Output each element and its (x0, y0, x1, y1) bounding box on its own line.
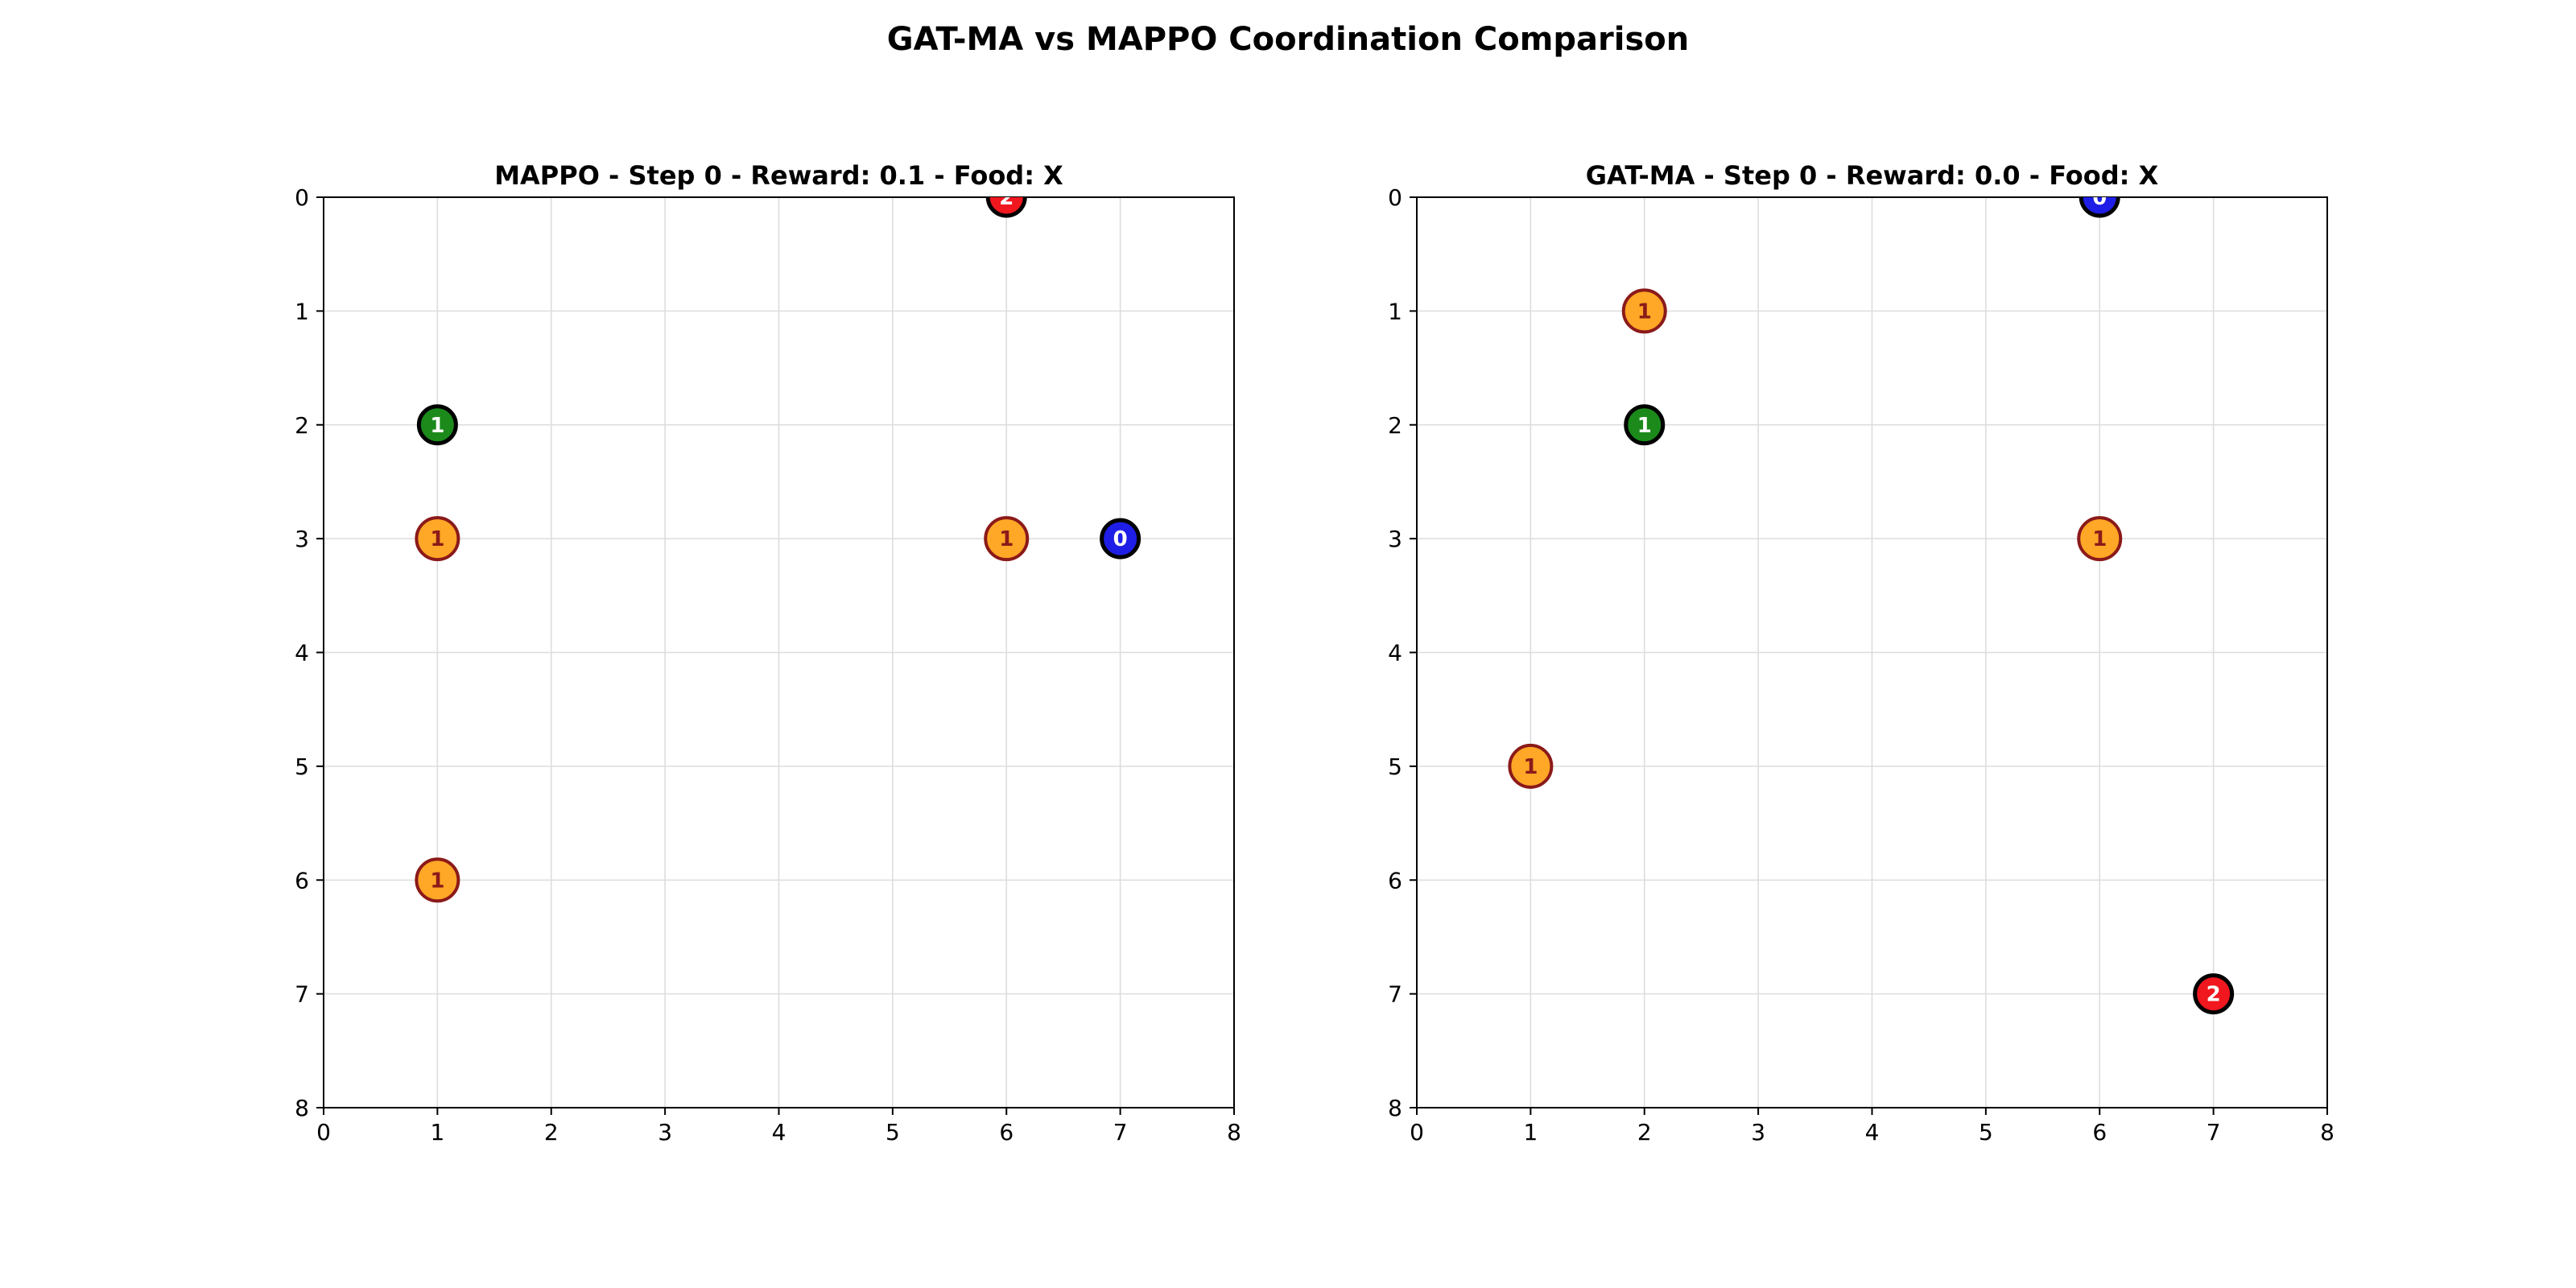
x-tick-label: 8 (1227, 1119, 1241, 1146)
agent-marker-label: 1 (1637, 414, 1652, 438)
agent-marker-label: 2 (999, 186, 1013, 210)
y-tick-label: 0 (1388, 184, 1402, 211)
food-marker (1508, 743, 1554, 789)
y-tick-label: 8 (1388, 1095, 1402, 1121)
x-tick-label: 0 (316, 1119, 331, 1146)
y-tick-label: 6 (1388, 867, 1402, 894)
agent-marker-2 (985, 197, 1027, 218)
agent-marker-label: 0 (1113, 527, 1128, 551)
x-tick-label: 5 (1979, 1119, 1993, 1146)
y-tick-label: 2 (295, 412, 309, 439)
y-tick-label: 0 (295, 184, 309, 211)
x-tick-label: 4 (772, 1119, 786, 1146)
y-tick-label: 3 (295, 526, 309, 552)
agent-marker-2 (2193, 973, 2235, 1015)
agent-marker-label: 0 (2092, 186, 2107, 210)
food-marker-label: 1 (1637, 299, 1652, 324)
x-tick-label: 2 (544, 1119, 559, 1146)
figure-suptitle: GAT-MA vs MAPPO Coordination Comparison (887, 21, 1689, 58)
y-tick-label: 2 (1388, 412, 1402, 439)
food-marker-label: 1 (2092, 527, 2107, 551)
x-tick-label: 7 (2207, 1119, 2221, 1146)
agent-marker-0 (1100, 518, 1141, 559)
x-tick-label: 3 (658, 1119, 672, 1146)
food-marker (415, 857, 460, 903)
x-tick-label: 0 (1410, 1119, 1424, 1146)
x-tick-label: 5 (886, 1119, 900, 1146)
x-tick-label: 7 (1113, 1119, 1128, 1146)
y-tick-label: 4 (1388, 640, 1402, 667)
food-marker-label: 1 (999, 527, 1013, 551)
x-tick-label: 6 (999, 1119, 1013, 1146)
y-tick-label: 6 (295, 867, 309, 894)
food-marker-label: 1 (430, 869, 444, 893)
y-tick-label: 7 (1388, 981, 1402, 1008)
y-tick-label: 3 (1388, 526, 1402, 552)
x-tick-label: 3 (1751, 1119, 1765, 1146)
x-tick-label: 4 (1865, 1119, 1880, 1146)
x-tick-label: 1 (430, 1119, 444, 1146)
food-marker-label: 1 (430, 527, 444, 551)
y-tick-label: 5 (1388, 753, 1402, 780)
y-tick-label: 1 (1388, 298, 1402, 324)
chart-title: MAPPO - Step 0 - Reward: 0.1 - Food: X (494, 160, 1063, 191)
y-tick-label: 4 (295, 640, 309, 667)
food-marker (2077, 516, 2123, 562)
x-tick-label: 1 (1523, 1119, 1538, 1146)
marker-layer: 1 1 1 0 1 2 (415, 186, 1141, 903)
chart-title: GAT-MA - Step 0 - Reward: 0.0 - Food: X (1586, 160, 2159, 191)
x-tick-label: 6 (2092, 1119, 2107, 1146)
agent-marker-0 (2079, 197, 2120, 218)
x-tick-label: 2 (1637, 1119, 1652, 1146)
food-marker-label: 1 (1523, 755, 1538, 779)
x-tick-label: 8 (2320, 1119, 2334, 1146)
food-marker (415, 516, 460, 562)
agent-marker-label: 2 (2207, 983, 2221, 1007)
y-tick-label: 8 (295, 1095, 309, 1121)
y-tick-label: 1 (295, 298, 309, 324)
y-tick-label: 7 (295, 981, 309, 1008)
agent-marker-1 (416, 404, 458, 446)
agent-marker-1 (1624, 404, 1666, 446)
marker-layer: 1 1 1 0 1 2 (1508, 186, 2235, 1015)
food-marker (984, 516, 1030, 562)
agent-marker-label: 1 (430, 414, 444, 438)
food-marker (1621, 288, 1667, 334)
y-tick-label: 5 (295, 753, 309, 780)
